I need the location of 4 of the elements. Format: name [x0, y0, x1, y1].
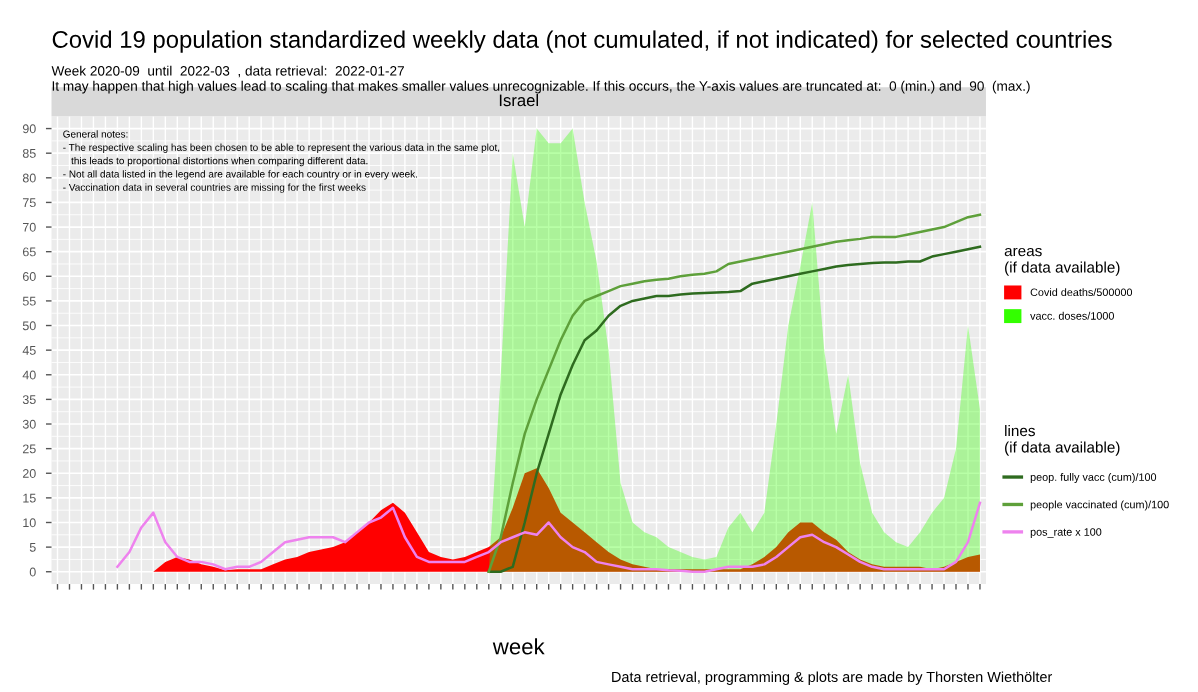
line-series	[116, 501, 982, 573]
x-axis-title: week	[492, 638, 545, 655]
text: Israel	[499, 93, 538, 107]
chart-title: Covid 19 population standardized weekly data (not cumulated, if not indicated) for selected countries	[52, 30, 1112, 53]
